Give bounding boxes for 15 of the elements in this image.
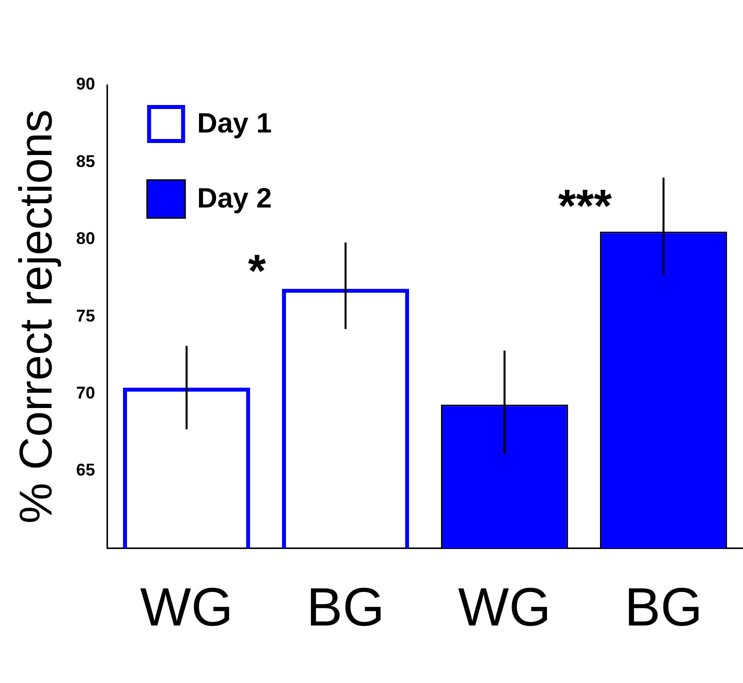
- y-tick-label: 90: [76, 74, 96, 94]
- x-tick-label: WG: [140, 577, 234, 638]
- y-tick-label: 85: [76, 152, 96, 171]
- y-axis-title: % Correct rejections: [9, 110, 62, 524]
- annotation: ***: [558, 180, 612, 232]
- x-tick-label: WG: [458, 577, 552, 638]
- annotation: *: [248, 244, 266, 296]
- legend-label: Day 1: [197, 108, 272, 139]
- y-tick-label: 70: [76, 383, 96, 402]
- y-tick-label: 65: [76, 460, 96, 480]
- legend-label: Day 2: [197, 182, 272, 214]
- y-tick-label: 80: [76, 229, 96, 248]
- y-tick-label: 75: [76, 306, 96, 326]
- x-tick-label: BG: [306, 577, 385, 638]
- x-tick-label: BG: [624, 577, 703, 638]
